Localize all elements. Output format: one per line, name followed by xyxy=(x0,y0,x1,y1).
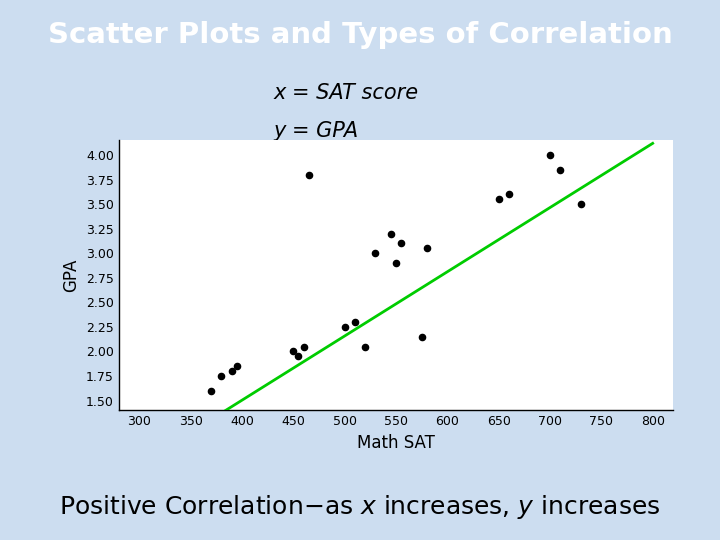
Point xyxy=(390,259,402,267)
Point xyxy=(216,372,228,380)
Point xyxy=(349,318,361,326)
Point xyxy=(554,166,566,174)
Point xyxy=(575,200,587,208)
Text: Positive Correlation$-$as $x$ increases, $y$ increases: Positive Correlation$-$as $x$ increases,… xyxy=(59,494,661,521)
Point xyxy=(231,362,243,370)
Point xyxy=(416,333,428,341)
X-axis label: Math SAT: Math SAT xyxy=(357,434,435,452)
Text: x = SAT score: x = SAT score xyxy=(274,83,419,103)
Point xyxy=(544,151,556,159)
Point xyxy=(503,190,515,199)
Point xyxy=(303,171,315,179)
Text: Scatter Plots and Types of Correlation: Scatter Plots and Types of Correlation xyxy=(48,21,672,49)
Point xyxy=(359,342,371,351)
Point xyxy=(226,367,238,375)
Point xyxy=(339,322,351,331)
Point xyxy=(395,239,407,248)
Text: y = GPA: y = GPA xyxy=(274,121,359,141)
Point xyxy=(369,249,381,258)
Point xyxy=(385,230,397,238)
Point xyxy=(493,195,505,204)
Point xyxy=(205,387,217,395)
Point xyxy=(421,244,433,253)
Point xyxy=(293,352,305,361)
Y-axis label: GPA: GPA xyxy=(63,259,81,292)
Point xyxy=(287,347,299,356)
Point xyxy=(298,342,310,351)
